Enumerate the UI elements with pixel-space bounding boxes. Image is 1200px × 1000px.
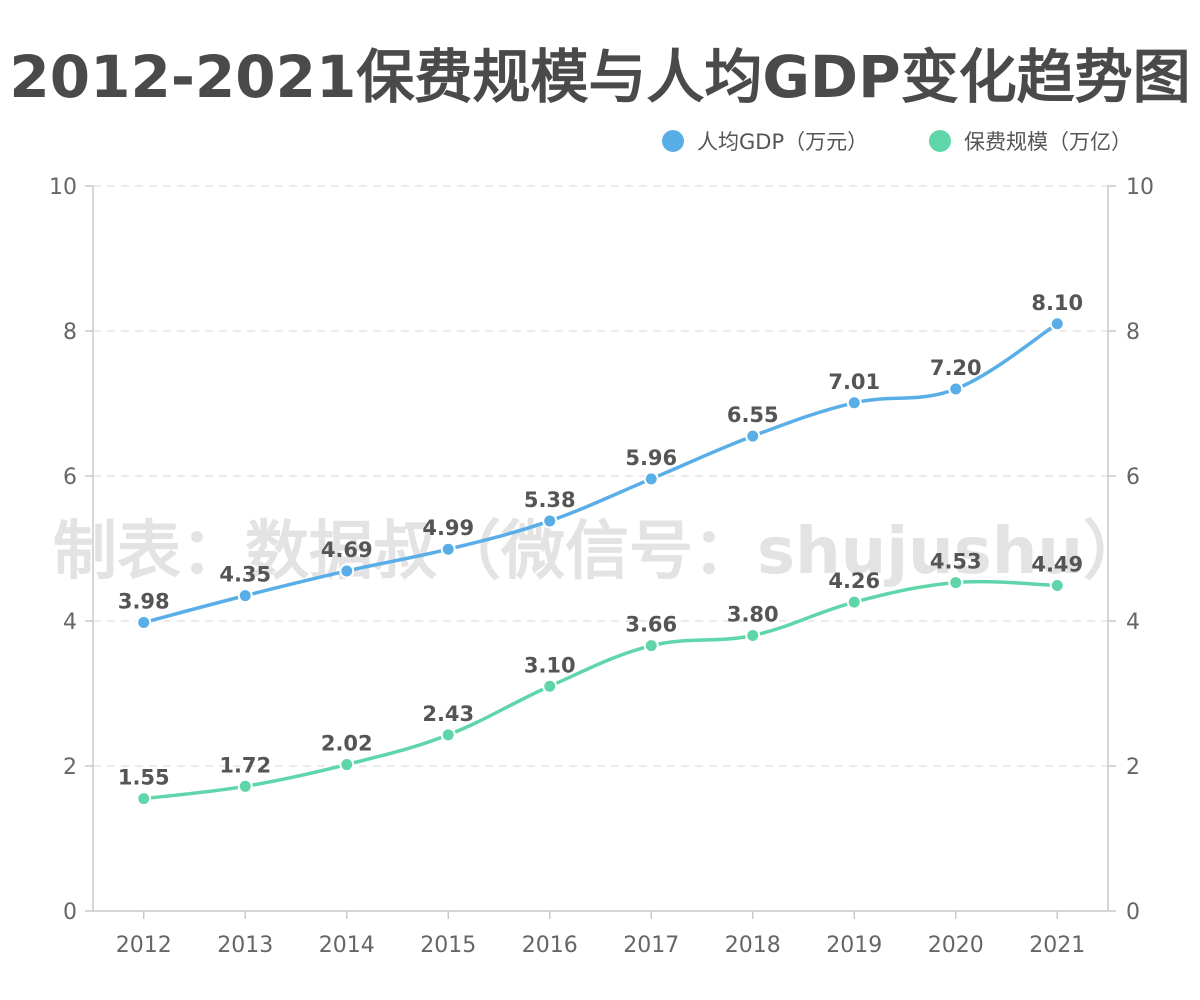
data-label: 4.53: [930, 550, 982, 574]
data-label: 4.26: [828, 569, 880, 593]
data-point: [542, 678, 558, 694]
axes-layer: 0 2 4 6 8 10 0 2 4 6 8 10 2012 2013 2014 2015 2016 2017 20…: [49, 175, 1154, 958]
series-line-2: [142, 579, 1059, 801]
x-tick-label: 2018: [725, 933, 781, 958]
y-tick-label: 0: [63, 900, 77, 925]
data-point: [643, 471, 659, 487]
data-point: [948, 381, 964, 397]
data-label: 3.10: [524, 653, 576, 677]
x-tick-label: 2017: [623, 933, 679, 958]
data-label: 5.96: [625, 446, 677, 470]
data-point: [643, 638, 659, 654]
data-label: 7.01: [828, 370, 880, 394]
data-point: [846, 395, 862, 411]
labels-layer: 3.98 4.35 4.69 4.99 5.38 5.96 6.55 7.01 7.20 8.10…: [118, 291, 1083, 790]
data-point: [237, 778, 253, 794]
y2-tick-label: 4: [1126, 610, 1140, 635]
data-point: [136, 791, 152, 807]
data-label: 3.66: [625, 613, 677, 637]
x-tick-label: 2016: [522, 933, 578, 958]
data-label: 3.98: [118, 589, 170, 613]
data-label: 4.35: [219, 563, 271, 587]
x-tick-label: 2021: [1029, 933, 1085, 958]
data-point: [339, 563, 355, 579]
series-line-1: [142, 322, 1059, 625]
data-point: [745, 628, 761, 643]
legend-marker: [662, 130, 684, 152]
data-point: [237, 588, 253, 604]
series-layer: [136, 316, 1065, 807]
data-point: [846, 594, 862, 610]
x-tick-label: 2019: [826, 933, 882, 958]
y2-tick-label: 10: [1126, 175, 1154, 200]
data-point: [136, 614, 152, 630]
data-point: [1049, 316, 1065, 332]
data-label: 4.99: [422, 516, 474, 540]
y-tick-label: 2: [63, 755, 77, 780]
x-tick-label: 2015: [420, 933, 476, 958]
data-label: 3.80: [727, 603, 779, 627]
data-label: 1.55: [118, 766, 170, 790]
y2-tick-label: 0: [1126, 900, 1140, 925]
legend: 人均GDP（万元） 保费规模（万亿）: [662, 130, 1132, 154]
y2-tick-label: 2: [1126, 755, 1140, 780]
grid-layer: [93, 185, 1108, 767]
data-point: [948, 575, 964, 591]
y-tick-label: 10: [49, 175, 77, 200]
y2-tick-label: 6: [1126, 465, 1140, 490]
data-point: [745, 428, 761, 444]
legend-label: 人均GDP（万元）: [697, 130, 868, 154]
legend-label: 保费规模（万亿）: [964, 130, 1132, 154]
data-point: [1049, 577, 1065, 593]
data-label: 5.38: [524, 488, 576, 512]
data-label: 7.20: [930, 356, 982, 380]
data-label: 4.69: [321, 538, 373, 562]
chart-title: 2012-2021保费规模与人均GDP变化趋势图: [9, 43, 1191, 111]
data-label: 8.10: [1031, 291, 1083, 315]
watermark-text: 制表：数据叔（微信号：shujushu）: [53, 515, 1147, 589]
data-label: 1.72: [219, 753, 271, 777]
y-tick-label: 4: [63, 610, 77, 635]
data-label: 2.02: [321, 732, 373, 756]
x-tick-label: 2014: [319, 933, 375, 958]
data-point: [542, 513, 558, 529]
y-tick-label: 8: [63, 320, 77, 345]
data-label: 6.55: [727, 403, 779, 427]
data-point: [440, 727, 456, 743]
data-label: 4.49: [1031, 552, 1083, 576]
x-tick-label: 2013: [217, 933, 273, 958]
y2-tick-label: 8: [1126, 320, 1140, 345]
data-point: [440, 541, 456, 557]
watermark-layer: 制表：数据叔（微信号：shujushu）: [53, 515, 1147, 589]
x-tick-label: 2020: [928, 933, 984, 958]
legend-marker: [929, 130, 951, 152]
y-tick-label: 6: [63, 465, 77, 490]
x-tick-label: 2012: [116, 933, 172, 958]
data-point: [339, 757, 355, 773]
data-label: 2.43: [422, 702, 474, 726]
